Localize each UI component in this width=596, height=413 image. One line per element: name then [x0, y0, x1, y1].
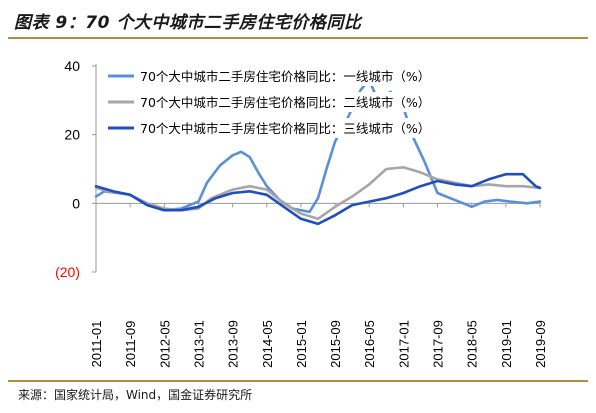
- x-tick-label: 2015-01: [294, 320, 309, 368]
- legend-label-3: 70个大中城市二手房住宅价格同比：三线城市（%）: [140, 121, 430, 136]
- x-tick-label: 2011-09: [123, 321, 138, 368]
- x-tick-label: 2016-05: [362, 320, 377, 368]
- legend-bg: [104, 118, 500, 138]
- series-line-1: [94, 78, 542, 214]
- legend-label-1: 70个大中城市二手房住宅价格同比：一线城市（%）: [140, 69, 430, 84]
- chart-title: 图表 9：70 个大中城市二手房住宅价格同比: [14, 13, 362, 33]
- series-layer: [94, 78, 542, 226]
- y-tick-label: 20: [64, 127, 80, 143]
- y-tick-label: 40: [64, 58, 80, 74]
- x-tick-label: 2014-05: [260, 320, 275, 368]
- x-tick-label: 2013-01: [191, 320, 206, 368]
- x-tick-label: 2013-09: [226, 320, 241, 368]
- legend-bg: [104, 66, 500, 86]
- y-tick-label: 0: [72, 195, 80, 211]
- chart-legend: 70个大中城市二手房住宅价格同比：一线城市（%） 70个大中城市二手房住宅价格同比…: [104, 66, 500, 138]
- x-tick-label: 2017-09: [431, 320, 446, 368]
- x-tick-label: 2012-05: [157, 320, 172, 368]
- legend-label-2: 70个大中城市二手房住宅价格同比：二线城市（%）: [140, 95, 430, 110]
- x-tick-label: 2018-05: [465, 320, 480, 368]
- series-line-2: [94, 166, 542, 221]
- title-rule: [8, 37, 588, 39]
- source-rule: [8, 380, 588, 382]
- source-note: 来源：国家统计局，Wind，国金证券研究所: [18, 388, 253, 402]
- y-tick-label: (20): [55, 264, 80, 280]
- x-tick-label: 2019-01: [499, 320, 514, 368]
- chart-axes: 40 20 0 (20) 2011-01 2011-09 2012-05 2013-01 201…: [55, 58, 548, 368]
- x-tick-label: 2017-01: [396, 320, 411, 368]
- legend-bg: [104, 92, 500, 112]
- series-line-3: [94, 172, 542, 226]
- x-tick-label: 2011-01: [89, 321, 104, 368]
- x-tick-label: 2015-09: [328, 320, 343, 368]
- x-tick-label: 2019-09: [533, 320, 548, 368]
